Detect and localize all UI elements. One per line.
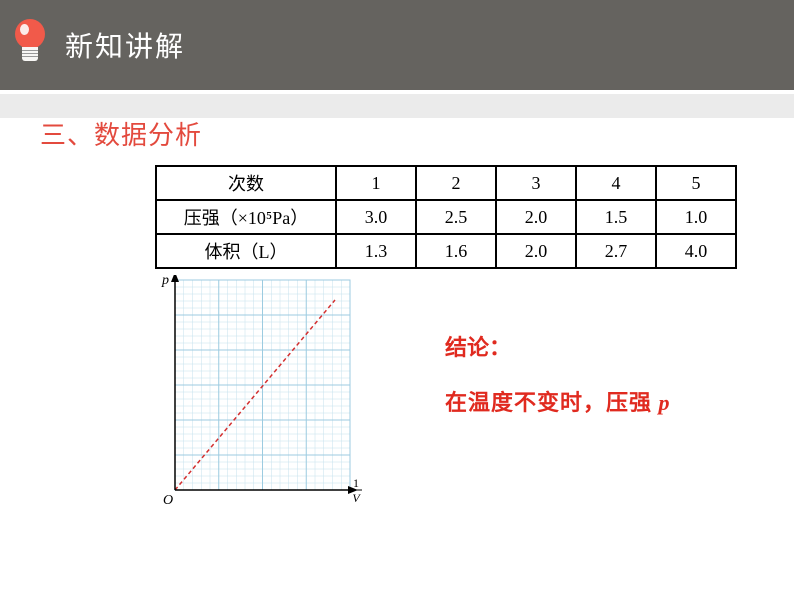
table-cell: 4.0 (656, 234, 736, 268)
data-table: 次数 1 2 3 4 5 压强（×10⁵Pa） 3.0 2.5 2.0 1.5 … (155, 165, 737, 269)
chart: p O 1V (155, 275, 375, 525)
table-row: 体积（L） 1.3 1.6 2.0 2.7 4.0 (156, 234, 736, 268)
svg-text:O: O (163, 493, 173, 508)
table-header-cell: 5 (656, 166, 736, 200)
table-cell: 体积（L） (156, 234, 336, 268)
table-cell: 1.6 (416, 234, 496, 268)
table-cell: 1.3 (336, 234, 416, 268)
table-row: 次数 1 2 3 4 5 (156, 166, 736, 200)
table-cell: 2.7 (576, 234, 656, 268)
conclusion-text: 在温度不变时，压强 p (445, 385, 671, 417)
conclusion-text-part: 在温度不变时，压强 (445, 390, 659, 415)
chart-svg: p O 1V (155, 275, 375, 525)
svg-text:V: V (352, 491, 361, 505)
table-header-cell: 次数 (156, 166, 336, 200)
svg-text:1: 1 (353, 476, 359, 490)
table-cell: 压强（×10⁵Pa） (156, 200, 336, 234)
table-header-cell: 3 (496, 166, 576, 200)
table-header-cell: 4 (576, 166, 656, 200)
section-title: 三、数据分析 (40, 115, 202, 152)
lightbulb-icon (10, 15, 50, 75)
header-bar: 新知讲解 (0, 0, 794, 90)
table-cell: 2.0 (496, 234, 576, 268)
table-cell: 2.0 (496, 200, 576, 234)
header-title: 新知讲解 (65, 25, 185, 65)
table-header-cell: 1 (336, 166, 416, 200)
svg-text:p: p (161, 275, 169, 288)
table-header-cell: 2 (416, 166, 496, 200)
conclusion-variable: p (659, 390, 671, 415)
table-row: 压强（×10⁵Pa） 3.0 2.5 2.0 1.5 1.0 (156, 200, 736, 234)
conclusion-label: 结论： (445, 330, 511, 362)
table-cell: 2.5 (416, 200, 496, 234)
table-cell: 1.0 (656, 200, 736, 234)
table-cell: 3.0 (336, 200, 416, 234)
table-cell: 1.5 (576, 200, 656, 234)
